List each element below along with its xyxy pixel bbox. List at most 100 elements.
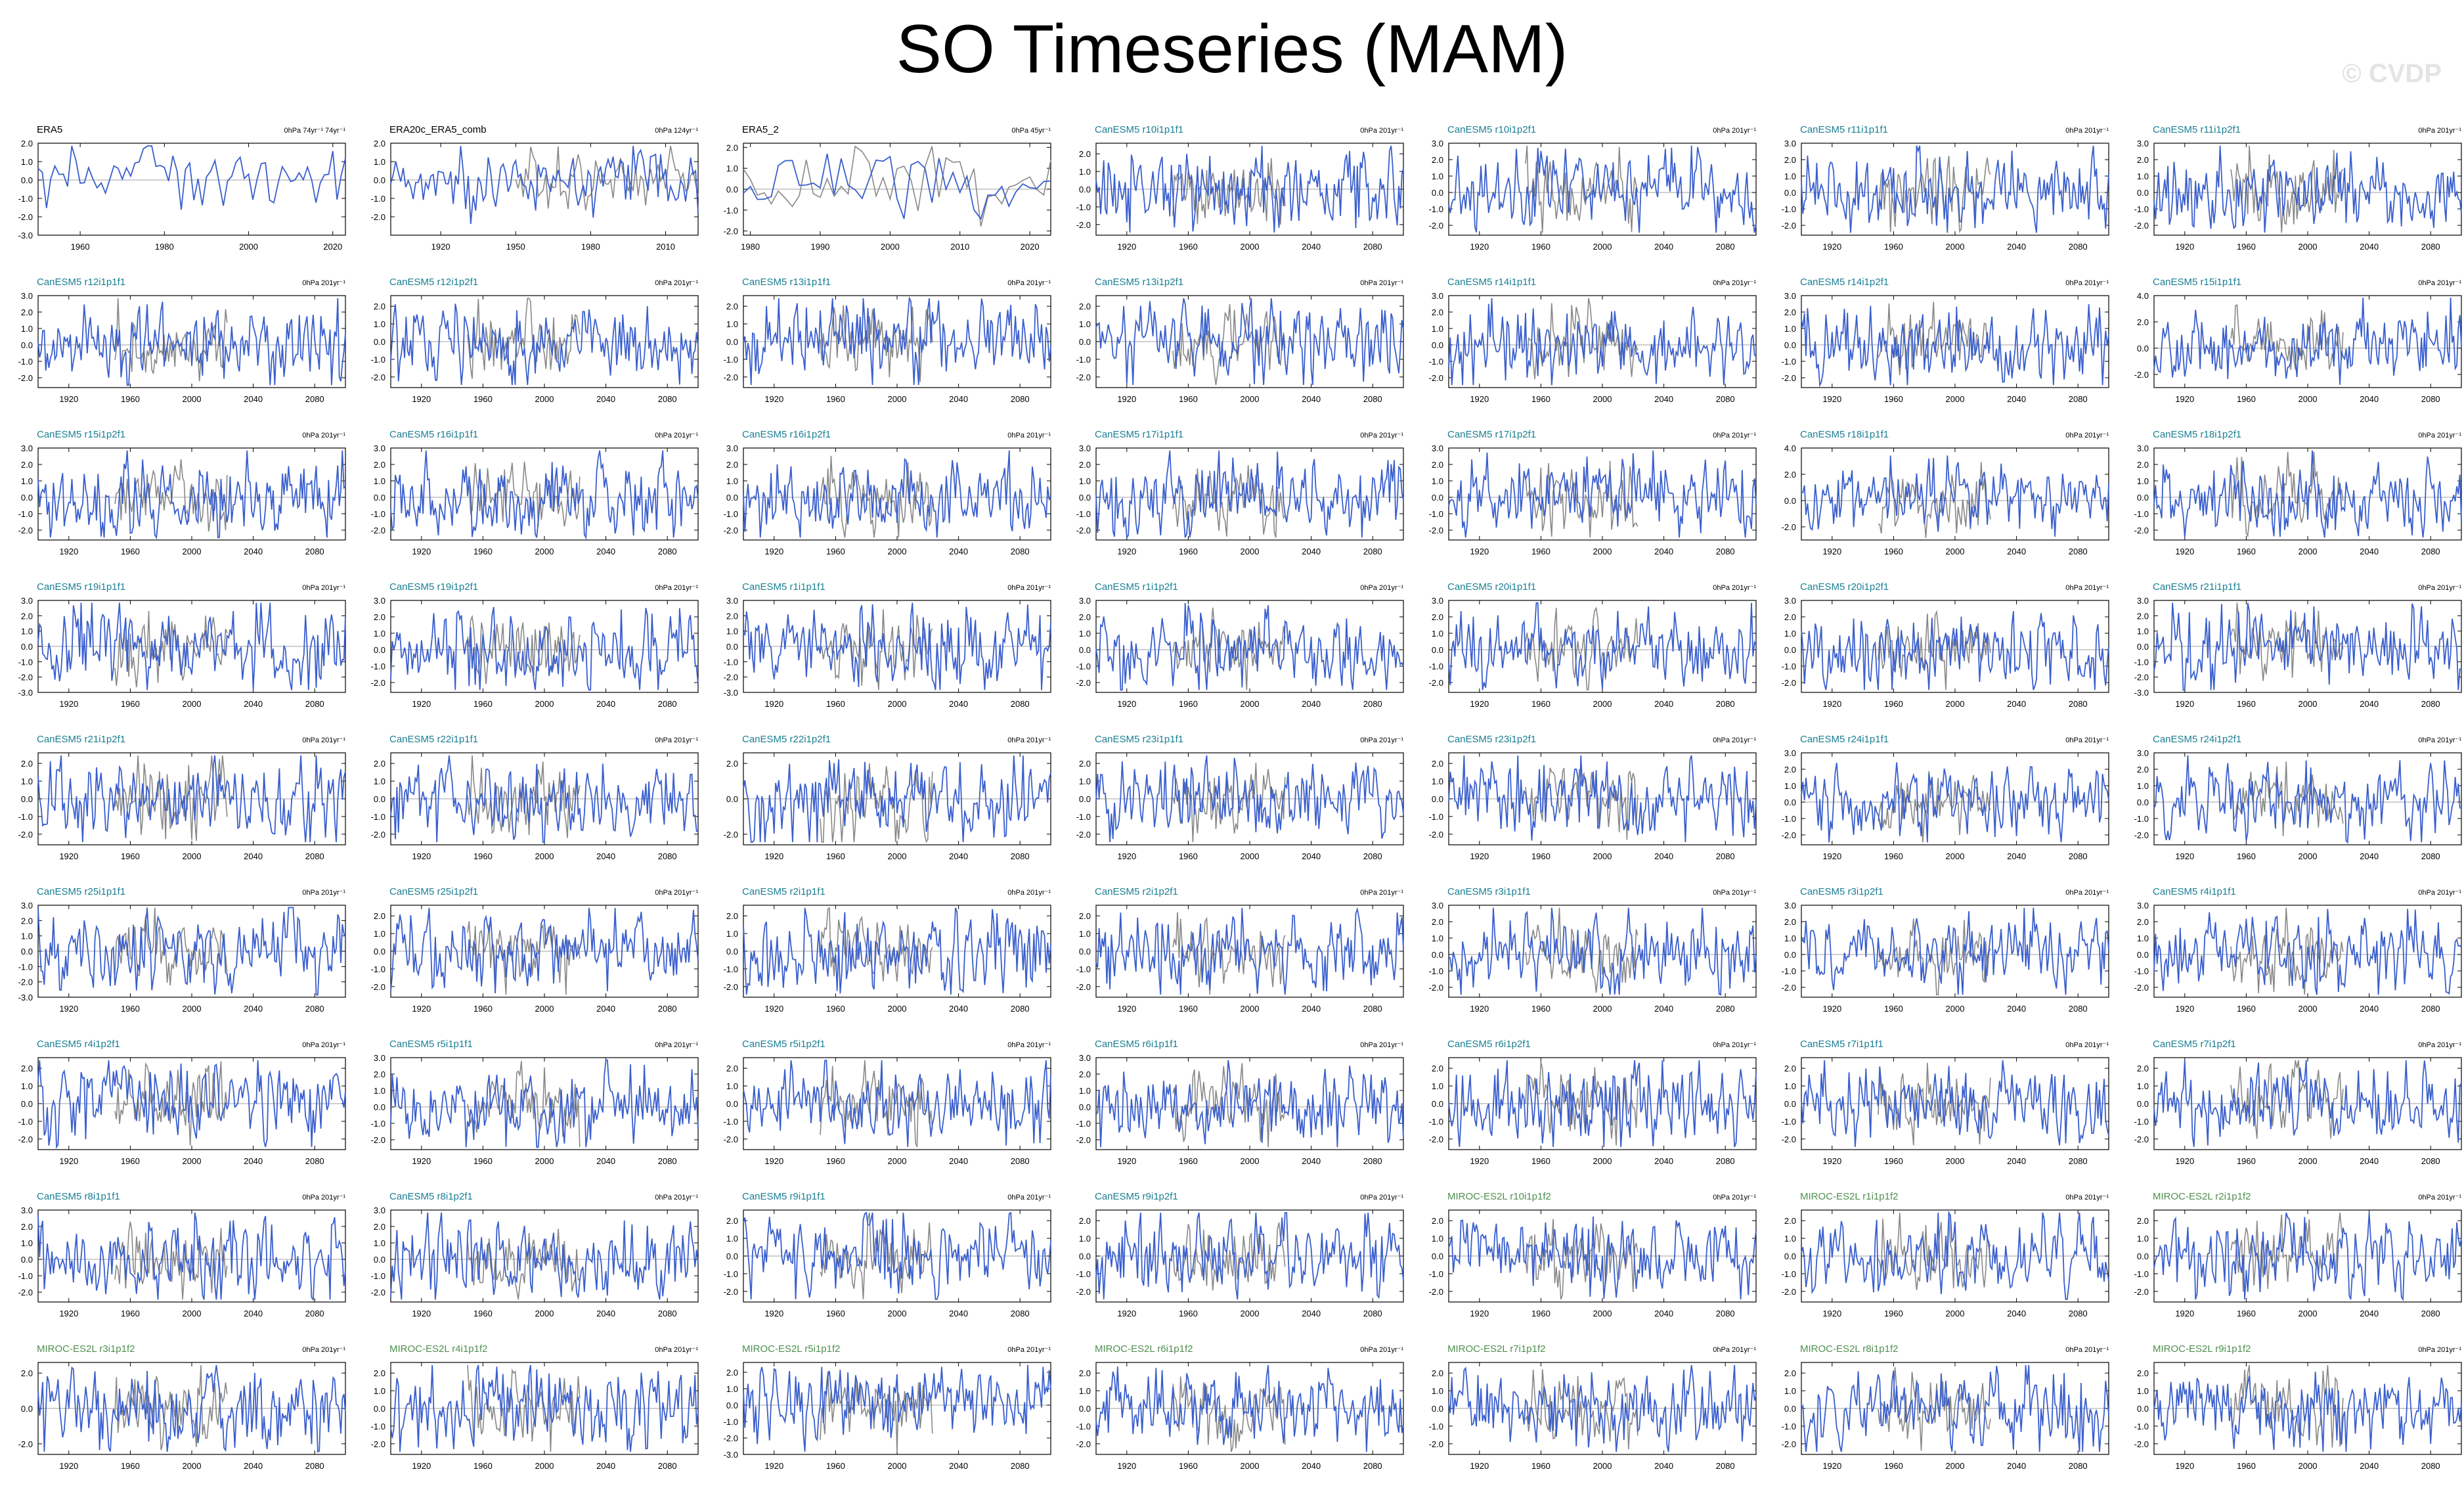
ytick-label: -2.0	[18, 1288, 33, 1297]
xtick-label: 1920	[1822, 242, 1841, 252]
ytick-label: -1.0	[371, 964, 385, 974]
xtick-label: 1920	[2175, 851, 2194, 861]
ytick-label: 4.0	[2137, 291, 2149, 301]
ytick-label: 1.0	[726, 929, 738, 939]
ytick-label: -1.0	[2134, 1422, 2149, 1431]
ytick-label: -2.0	[18, 977, 33, 987]
ytick-label: 1.0	[1079, 167, 1091, 177]
panel-right-label: 0hPa 201yr⁻¹	[2418, 889, 2461, 897]
ytick-label: -2.0	[18, 526, 33, 535]
ytick-label: 0.0	[21, 1404, 33, 1414]
panel-subtitle: ERA20c_ERA5_comb	[389, 124, 487, 135]
xtick-label: 1960	[473, 547, 493, 556]
ytick-label: 0.0	[1079, 185, 1091, 194]
panel-16: CanESM5 r16i1p1f1 0hPa 201yr⁻¹ -2.0 -1.0 0.0…	[371, 429, 699, 556]
xtick-label: 1960	[121, 1461, 140, 1471]
panel-subtitle: MIROC-ES2L r9i1p1f2	[2153, 1343, 2251, 1355]
ytick-label: 1.0	[1432, 1386, 1443, 1396]
panel-right-label: 0hPa 201yr⁻¹	[2065, 584, 2109, 592]
ytick-label: 1.0	[726, 1081, 738, 1091]
ytick-label: -3.0	[18, 993, 33, 1002]
model-series-line	[37, 450, 346, 540]
panel-51: CanESM5 r8i1p2f1 0hPa 201yr⁻¹ -2.0 -1.0 0.0 1…	[371, 1191, 699, 1318]
xtick-label: 2040	[949, 1309, 968, 1318]
xtick-label: 1960	[1179, 851, 1198, 861]
panel-right-label: 0hPa 201yr⁻¹	[1713, 1041, 1756, 1049]
ytick-label: -2.0	[2134, 1439, 2149, 1449]
model-series-line	[1448, 1364, 1757, 1452]
model-series-line	[743, 153, 1051, 221]
xtick-label: 2000	[888, 1156, 907, 1166]
panel-right-label: 0hPa 201yr⁻¹	[1007, 584, 1051, 592]
xtick-label: 1960	[1531, 851, 1551, 861]
panel-45: CanESM5 r5i1p2f1 0hPa 201yr⁻¹ -2.0 -1.0 0.0 1…	[724, 1039, 1051, 1166]
xtick-label: 1960	[1531, 1461, 1551, 1471]
panel-right-label: 0hPa 201yr⁻¹	[2065, 432, 2109, 439]
ytick-label: 2.0	[21, 460, 33, 470]
xtick-label: 1920	[764, 699, 783, 709]
panel-right-label: 0hPa 201yr⁻¹	[302, 736, 345, 744]
ytick-label: 2.0	[726, 302, 738, 311]
ytick-label: -3.0	[724, 1450, 738, 1460]
ytick-label: 3.0	[374, 443, 385, 453]
ytick-label: 1.0	[1432, 171, 1443, 181]
panel-right-label: 0hPa 201yr⁻¹	[655, 584, 698, 592]
ytick-label: 2.0	[726, 143, 738, 152]
model-series-line	[2153, 1212, 2462, 1301]
obs-series-line	[1525, 145, 1639, 233]
ytick-label: 0.0	[2137, 950, 2149, 960]
ytick-label: -2.0	[18, 373, 33, 383]
ytick-label: -1.0	[2134, 966, 2149, 976]
ytick-label: -2.0	[1429, 830, 1443, 840]
xtick-label: 2000	[1946, 394, 1965, 404]
xtick-label: 2080	[2069, 242, 2088, 252]
ytick-label: -2.0	[1429, 373, 1443, 383]
xtick-label: 2040	[2360, 1309, 2379, 1318]
ytick-label: 3.0	[2137, 139, 2149, 148]
panel-frame	[2153, 447, 2462, 541]
model-series-line	[1801, 1364, 2109, 1452]
xtick-label: 2000	[1593, 851, 1612, 861]
xtick-label: 2040	[1302, 1461, 1321, 1471]
ytick-label: 2.0	[726, 911, 738, 921]
obs-series-line	[820, 305, 933, 382]
ytick-label: 1.0	[1432, 1234, 1443, 1244]
xtick-label: 1980	[741, 242, 760, 252]
ytick-label: -2.0	[724, 227, 738, 236]
ytick-label: -1.0	[1782, 357, 1796, 367]
ytick-label: 3.0	[1432, 291, 1443, 301]
ytick-label: -2.0	[1076, 526, 1091, 535]
panel-frame	[743, 447, 1051, 541]
panel-right-label: 0hPa 74yr⁻¹ 74yr⁻¹	[284, 127, 345, 135]
ytick-label: -1.0	[724, 657, 738, 667]
ytick-label: 1.0	[1432, 476, 1443, 486]
model-series-line	[1448, 602, 1757, 690]
xtick-label: 2040	[949, 1004, 968, 1014]
xtick-label: 2080	[305, 851, 324, 861]
watermark: © CVDP	[2342, 59, 2442, 88]
ytick-label: -1.0	[1782, 814, 1796, 824]
model-series-line	[390, 303, 699, 386]
xtick-label: 1920	[1470, 394, 1489, 404]
ytick-label: 2.0	[2137, 611, 2149, 621]
ytick-label: 2.0	[1079, 612, 1091, 622]
ytick-label: 0.0	[1784, 797, 1796, 807]
ytick-label: 0.0	[1784, 188, 1796, 198]
panel-subtitle: CanESM5 r1i1p1f1	[742, 581, 825, 593]
ytick-label: 2.0	[2137, 765, 2149, 775]
xtick-label: 2000	[1241, 851, 1260, 861]
ytick-label: 1.0	[374, 319, 385, 329]
obs-series-line	[820, 1371, 933, 1452]
ytick-label: 1.0	[1079, 629, 1091, 639]
ytick-label: 1.0	[1784, 629, 1796, 639]
ytick-label: 1.0	[2137, 1386, 2149, 1396]
panel-25: CanESM5 r1i1p2f1 0hPa 201yr⁻¹ -2.0 -1.0 0.0 1…	[1076, 581, 1404, 709]
xtick-label: 1920	[764, 1004, 783, 1014]
ytick-label: 3.0	[1079, 1053, 1091, 1063]
ytick-label: -1.0	[2134, 1117, 2149, 1127]
xtick-label: 2080	[305, 1309, 324, 1318]
panel-6: CanESM5 r11i1p1f1 0hPa 201yr⁻¹ -2.0 -1.0 0.0…	[1782, 124, 2109, 252]
ytick-label: -1.0	[18, 357, 33, 367]
xtick-label: 2080	[658, 851, 677, 861]
